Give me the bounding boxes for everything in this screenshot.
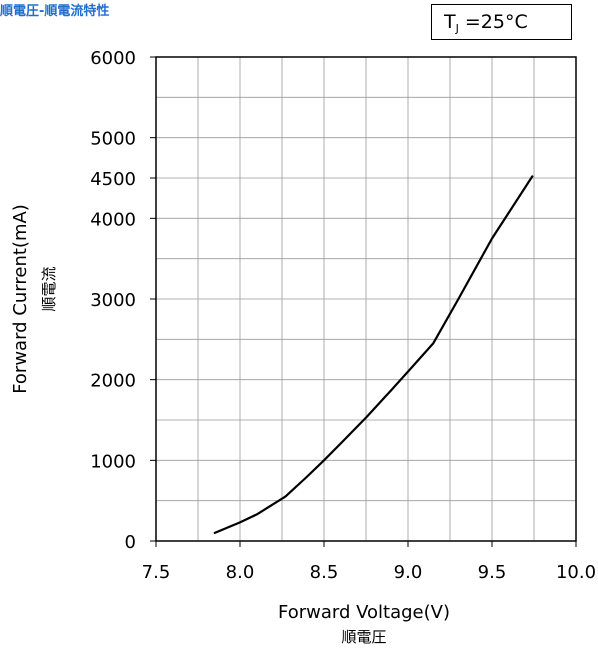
y-axis-sublabel: 順電流 bbox=[40, 266, 58, 311]
x-tick-label: 9.5 bbox=[478, 562, 507, 583]
x-axis-sublabel: 順電圧 bbox=[341, 628, 386, 646]
x-tick-label: 8.5 bbox=[310, 562, 339, 583]
y-tick-label: 2000 bbox=[90, 371, 136, 392]
grid bbox=[156, 57, 576, 541]
x-axis-label: Forward Voltage(V) bbox=[278, 602, 450, 623]
condition-subscript: J bbox=[455, 21, 459, 35]
chart-title: 順電圧-順電流特性 bbox=[0, 4, 110, 19]
x-tick-label: 10.0 bbox=[556, 562, 596, 583]
series-line bbox=[213, 175, 534, 535]
y-tick-label: 6000 bbox=[90, 48, 136, 69]
x-tick-label: 8.0 bbox=[226, 562, 255, 583]
y-tick-label: 0 bbox=[125, 532, 136, 553]
condition-symbol: T bbox=[444, 11, 456, 33]
condition-box: T J =25°C bbox=[431, 4, 572, 40]
y-tick-label: 4500 bbox=[90, 169, 136, 190]
y-tick-label: 4000 bbox=[90, 209, 136, 230]
axis-ticks: 7.5 8.0 8.5 9.0 9.5 10.0 0 1000 2000 3000 4000 4500… bbox=[90, 48, 596, 583]
y-tick-label: 5000 bbox=[90, 129, 136, 150]
condition-value: =25°C bbox=[464, 11, 528, 33]
y-axis-label: Forward Current(mA) bbox=[10, 204, 31, 394]
x-tick-label: 9.0 bbox=[394, 562, 423, 583]
y-tick-label: 3000 bbox=[90, 290, 136, 311]
y-tick-label: 1000 bbox=[90, 451, 136, 472]
x-tick-label: 7.5 bbox=[142, 562, 171, 583]
series-group bbox=[213, 175, 534, 535]
